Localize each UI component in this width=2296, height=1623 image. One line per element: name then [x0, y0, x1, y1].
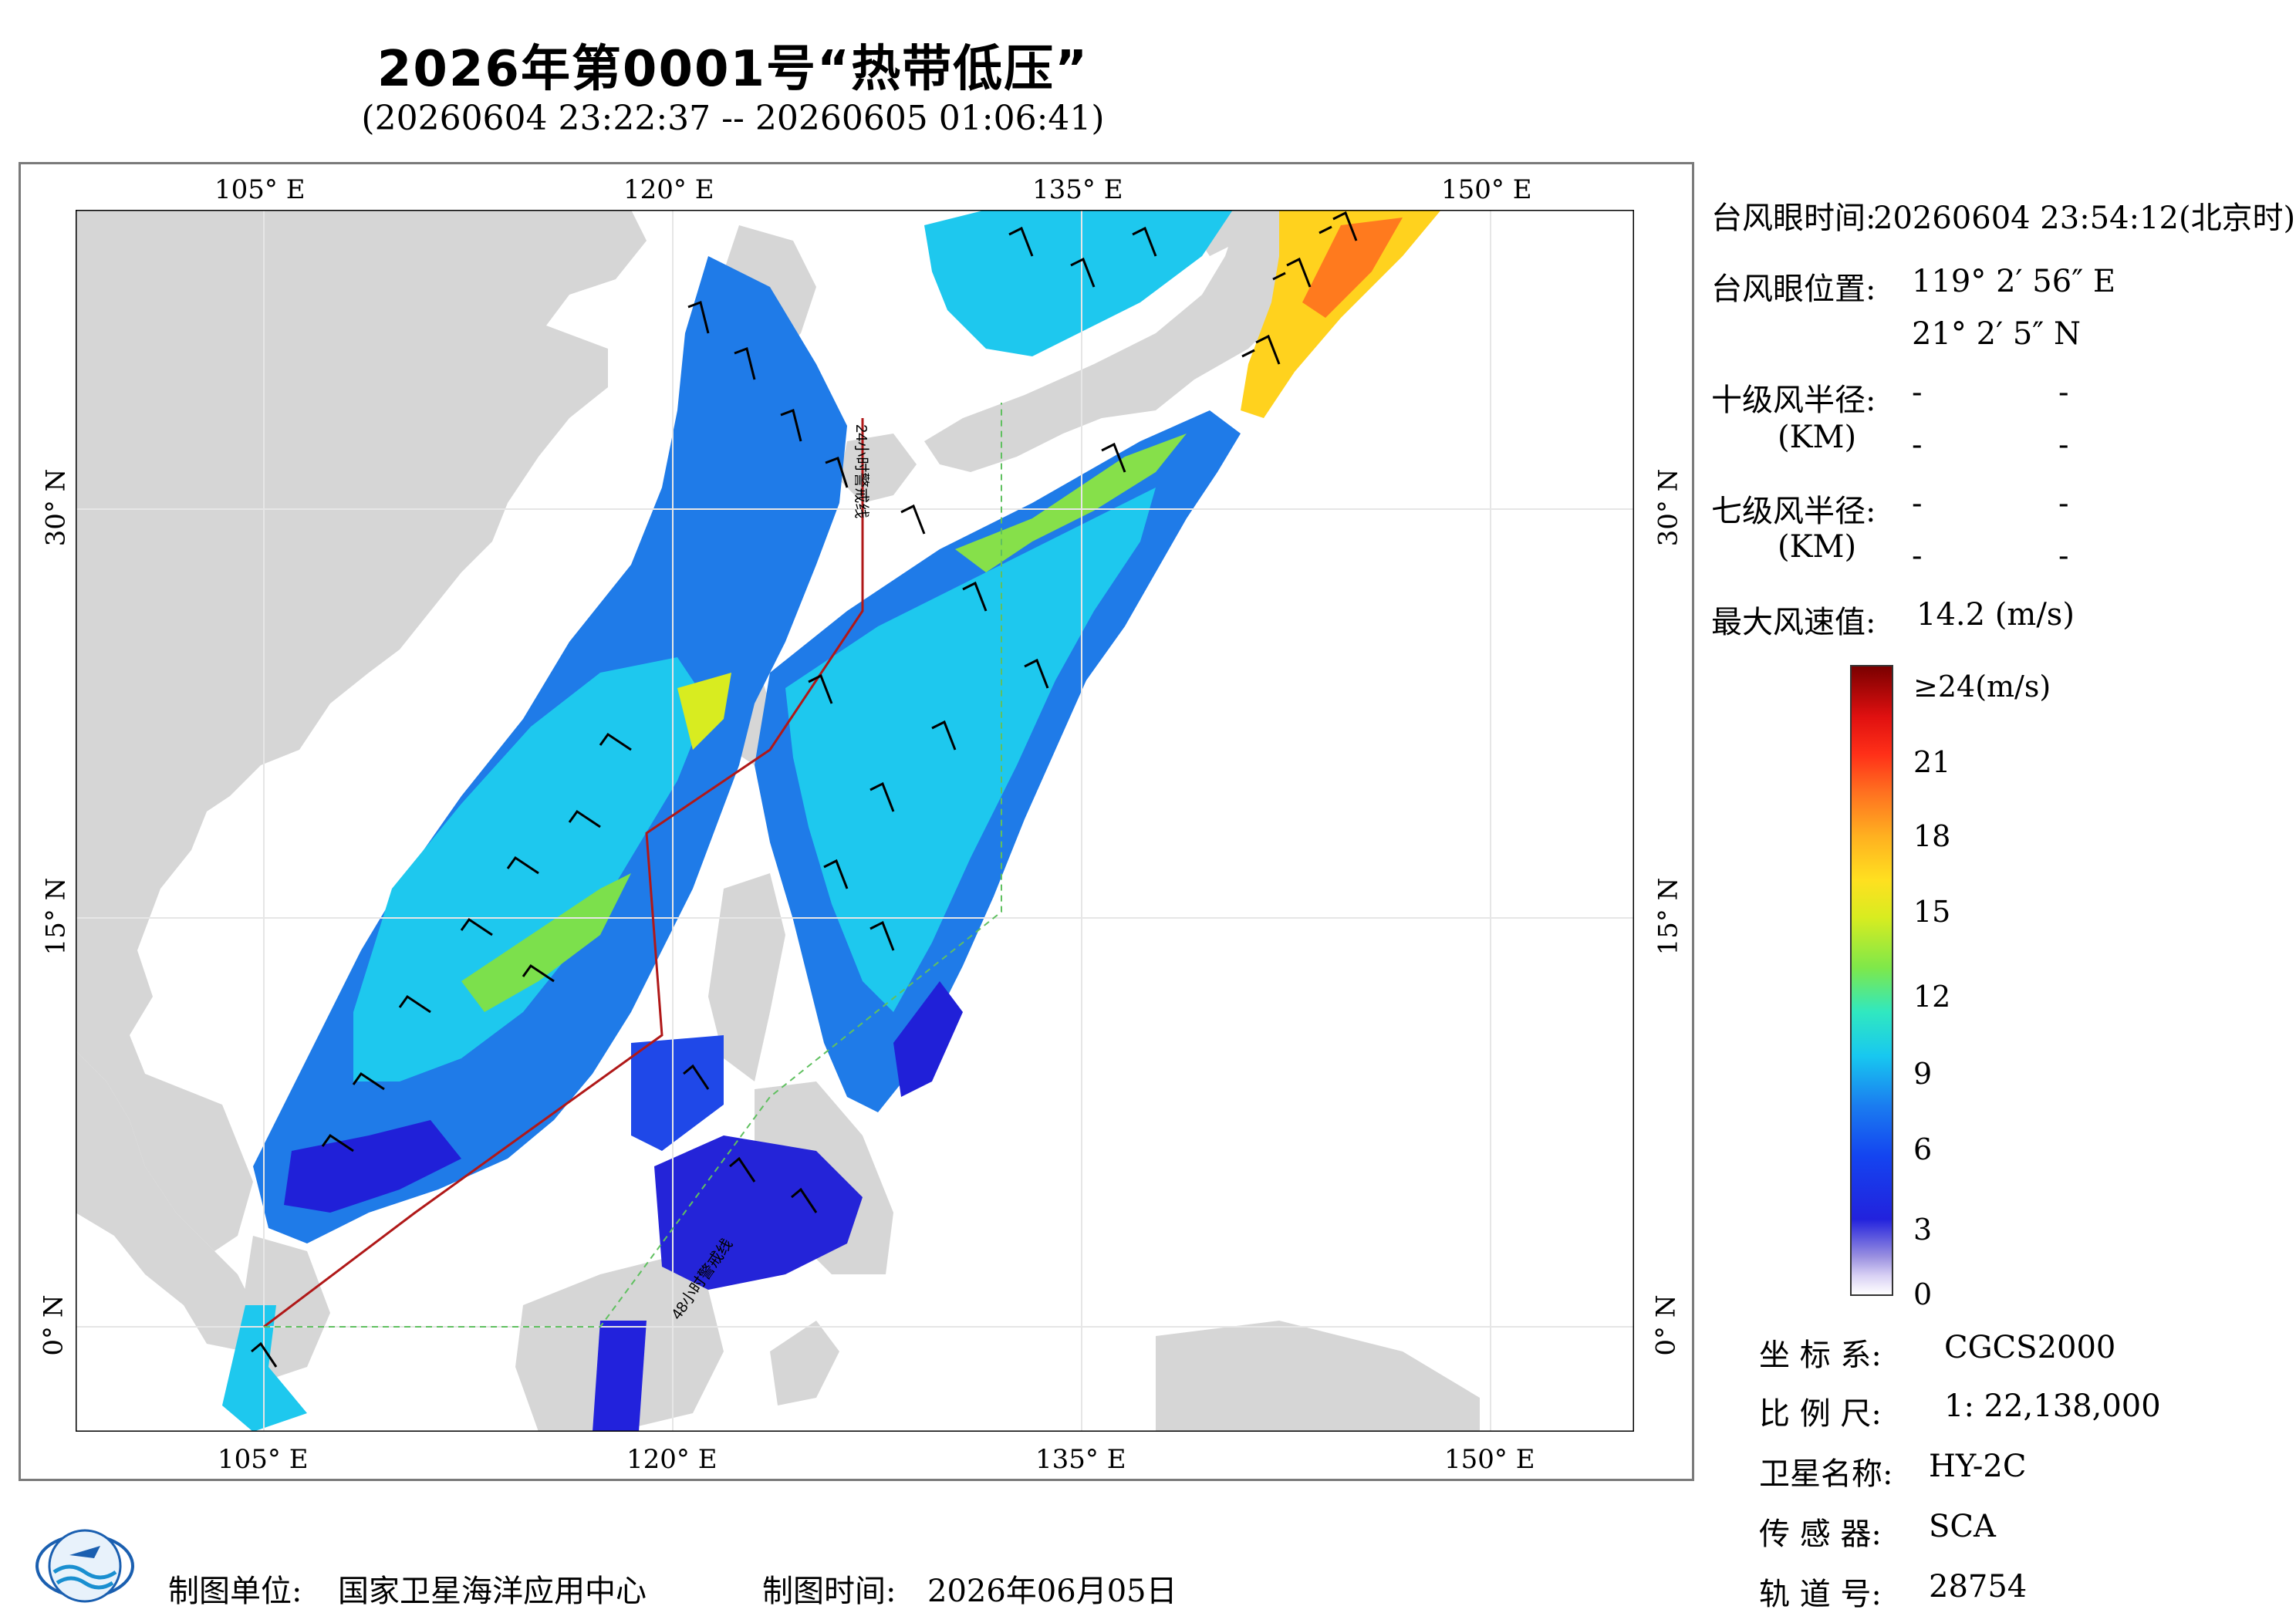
nsoas-logo-icon [35, 1529, 134, 1603]
sensor-label: 传 感 器: [1759, 1517, 1882, 1552]
lon-tick-bottom-150: 150° E [1444, 1444, 1535, 1475]
satellite-value: HY-2C [1929, 1449, 2027, 1484]
swath-west-green [461, 873, 631, 1012]
wind-swath-east [755, 210, 1441, 1112]
land-china-asia [76, 210, 647, 1251]
producer-label: 制图单位: [168, 1574, 302, 1609]
r7-dash-3: - [1912, 538, 1923, 574]
lon-tick-top-120: 120° E [623, 174, 714, 205]
swath-east-cyan [785, 488, 1156, 1012]
warning-24h-label: 24小时警戒线 [853, 424, 870, 518]
r7-dash-1: - [1912, 486, 1923, 521]
colorbar-label-21: 21 [1913, 745, 1951, 779]
swath-east-deep [893, 981, 963, 1097]
eye-latitude: 21° 2′ 5″ N [1912, 316, 2081, 352]
eye-time-label: 台风眼时间: [1711, 201, 1876, 236]
land-luzon [708, 873, 785, 1081]
swath-south-2 [654, 1135, 863, 1290]
swath-north [924, 210, 1233, 356]
scale-value: 1: 22,138,000 [1944, 1388, 2161, 1424]
swath-northeast-core [1302, 218, 1403, 318]
orbit-label: 轨 道 号: [1759, 1577, 1882, 1612]
colorbar-label-18: 18 [1913, 819, 1951, 853]
colorbar-label-12: 12 [1913, 980, 1951, 1014]
eye-time-value: 20260604 23:54:12(北京时) [1873, 201, 2296, 236]
wind-field-map[interactable]: 24小时警戒线 48小时警戒线 [76, 210, 1634, 1432]
swath-south-1 [631, 1035, 724, 1151]
lon-tick-top-150: 150° E [1441, 174, 1532, 205]
colorbar-label-9: 9 [1913, 1057, 1933, 1091]
r10-unit: (KM) [1778, 420, 1857, 455]
lon-tick-bottom-135: 135° E [1035, 1444, 1126, 1475]
land-indochina [76, 1051, 261, 1351]
eye-longitude: 119° 2′ 56″ E [1912, 264, 2116, 299]
land-sulawesi [770, 1321, 839, 1405]
max-wind-label: 最大风速值: [1711, 605, 1876, 640]
land-new-guinea [1156, 1321, 1480, 1432]
time-range-subtitle: (20260604 23:22:37 -- 20260605 01:06:41) [361, 99, 1105, 138]
scale-label: 比 例 尺: [1759, 1396, 1882, 1432]
lat-tick-right-0: 0° N [1650, 1294, 1682, 1356]
r10-label: 十级风半径: [1711, 383, 1876, 418]
max-wind-value: 14.2 (m/s) [1916, 597, 2075, 633]
eye-position-label: 台风眼位置: [1711, 272, 1876, 307]
swath-west-yellow [677, 673, 731, 750]
swath-east-green [955, 434, 1187, 572]
lon-tick-bottom-120: 120° E [626, 1444, 718, 1475]
r10-dash-1: - [1912, 375, 1923, 410]
colorbar-label-6: 6 [1913, 1132, 1933, 1166]
r10-dash-2: - [2058, 375, 2069, 410]
colorbar-label-3: 3 [1913, 1213, 1933, 1247]
swath-west-deep [284, 1120, 461, 1213]
colorbar-label-0: 0 [1913, 1277, 1933, 1311]
wind-barbs [251, 211, 1358, 1368]
lat-tick-left-30: 30° N [40, 468, 72, 547]
wind-speed-colorbar [1850, 665, 1893, 1296]
r7-label: 七级风半径: [1711, 494, 1876, 529]
lat-tick-right-30: 30° N [1653, 468, 1684, 547]
lat-tick-right-15: 15° N [1653, 877, 1684, 956]
crs-value: CGCS2000 [1944, 1330, 2116, 1365]
orbit-value: 28754 [1929, 1569, 2028, 1604]
r7-dash-4: - [2058, 538, 2069, 574]
page-title: 2026年第0001号“热带低压” [376, 41, 1089, 98]
land-kyushu [839, 434, 917, 503]
sensor-value: SCA [1929, 1509, 1996, 1544]
r10-dash-3: - [1912, 427, 1923, 463]
lon-tick-bottom-105: 105° E [218, 1444, 309, 1475]
lat-tick-left-0: 0° N [38, 1294, 69, 1356]
production-date-value: 2026年06月05日 [927, 1574, 1177, 1609]
warning-line-24h [263, 418, 864, 1328]
map-frame [19, 162, 1694, 1481]
satellite-label: 卫星名称: [1759, 1456, 1893, 1492]
colorbar-label-top: ≥24(m/s) [1913, 670, 2051, 704]
lat-tick-left-15: 15° N [40, 877, 72, 956]
swath-northeast [1241, 210, 1441, 418]
lon-tick-top-135: 135° E [1032, 174, 1123, 205]
production-date-label: 制图时间: [762, 1574, 896, 1609]
swath-south-3 [593, 1321, 647, 1432]
r7-unit: (KM) [1778, 529, 1857, 565]
r7-dash-2: - [2058, 486, 2069, 521]
land-japan [924, 210, 1310, 472]
lon-tick-top-105: 105° E [214, 174, 306, 205]
r10-dash-4: - [2058, 427, 2069, 463]
colorbar-label-15: 15 [1913, 895, 1951, 929]
producer-value: 国家卫星海洋应用中心 [338, 1574, 647, 1609]
crs-label: 坐 标 系: [1759, 1338, 1882, 1373]
